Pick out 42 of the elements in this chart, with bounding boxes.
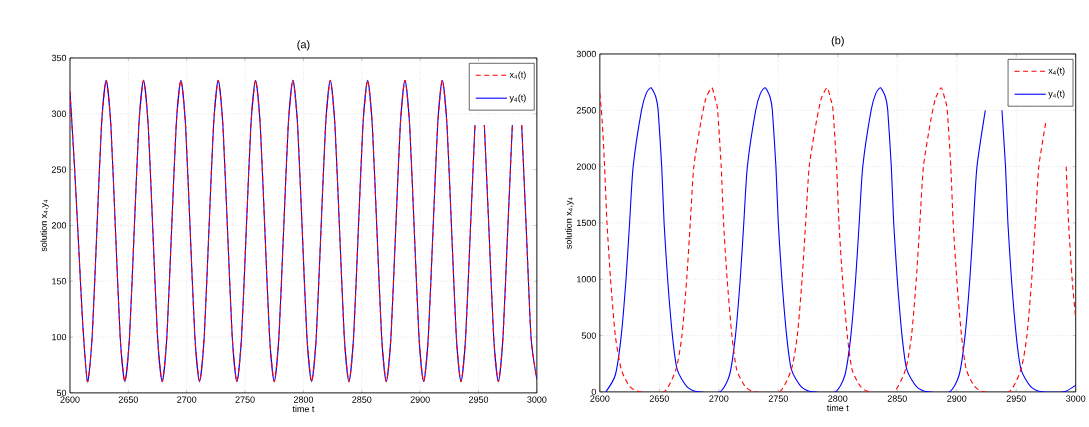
- y-tick-label: 2000: [576, 163, 596, 170]
- legend-label: x$_{4}$(t): [509, 71, 526, 80]
- x-tick-label: 2850: [352, 396, 372, 403]
- y-tick-label: 200: [51, 222, 67, 229]
- x-tick-label: 2600: [590, 395, 610, 402]
- x-tick-label: 3000: [1066, 395, 1086, 402]
- y-tick-label: 3000: [576, 50, 596, 58]
- y-tick-label: 0: [591, 388, 596, 396]
- x-tick-label: 2750: [235, 396, 255, 403]
- y-tick-label: 2500: [576, 107, 596, 114]
- y-tick-label: 150: [52, 278, 67, 285]
- x-tick-label: 2900: [410, 396, 430, 403]
- y-axis-title: solution x$_{4}$,y$_{4}$: [565, 197, 574, 249]
- chart-title: (b): [831, 36, 844, 47]
- y-tick-label: 500: [581, 332, 596, 339]
- x-tick-label: 2650: [118, 396, 138, 403]
- x-tick-label: 2950: [1006, 395, 1026, 402]
- chart-title: (a): [297, 40, 310, 51]
- x-tick-label: 2800: [828, 395, 848, 402]
- x-axis-title: time t: [826, 404, 849, 412]
- x-tick-label: 2800: [293, 396, 314, 403]
- y-tick-label: 300: [51, 110, 67, 118]
- x-tick-label: 2650: [649, 395, 669, 402]
- x-axis-title: time t: [292, 405, 315, 413]
- x-tick-label: 2750: [768, 395, 788, 402]
- y-tick-label: 350: [51, 54, 67, 62]
- legend-label: y$_{4}$(t): [1048, 90, 1065, 99]
- x-tick-label: 2950: [468, 396, 489, 403]
- y-tick-label: 1000: [577, 276, 596, 283]
- legend-label: y$_{4}$(t): [509, 94, 526, 103]
- x-tick-label: 2600: [60, 396, 80, 403]
- x-tick-label: 2900: [947, 395, 967, 402]
- y-tick-label: 1500: [577, 219, 596, 227]
- y-axis-title: solution x$_{4}$,y$_{4}$: [40, 199, 49, 252]
- y-tick-label: 250: [51, 166, 67, 173]
- x-tick-label: 2850: [887, 395, 907, 402]
- x-tick-label: 2700: [177, 396, 197, 403]
- legend-label: x$_{4}$(t): [1048, 67, 1065, 76]
- x-tick-label: 2700: [709, 395, 729, 402]
- y-tick-label: 100: [52, 333, 67, 341]
- x-tick-label: 3000: [527, 396, 547, 403]
- y-tick-label: 50: [56, 389, 67, 397]
